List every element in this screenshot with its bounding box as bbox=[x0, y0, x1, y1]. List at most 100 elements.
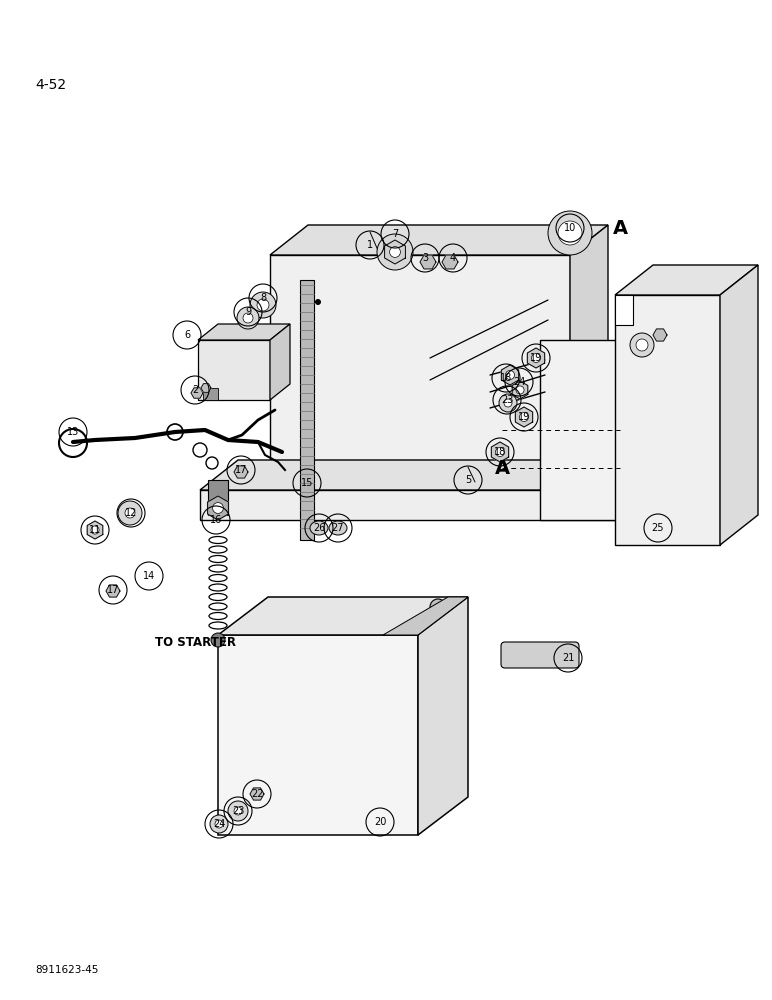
Bar bbox=[203, 388, 218, 400]
Text: 6: 6 bbox=[184, 330, 190, 340]
Text: 23: 23 bbox=[232, 806, 244, 816]
Circle shape bbox=[430, 599, 446, 615]
Text: 24: 24 bbox=[213, 819, 225, 829]
Text: 8: 8 bbox=[260, 293, 266, 303]
Circle shape bbox=[377, 234, 413, 270]
Text: 10: 10 bbox=[564, 223, 576, 233]
Polygon shape bbox=[250, 788, 264, 800]
Circle shape bbox=[630, 333, 654, 357]
Polygon shape bbox=[615, 295, 720, 545]
Text: 19: 19 bbox=[530, 353, 542, 363]
Text: 4-52: 4-52 bbox=[35, 78, 66, 92]
Circle shape bbox=[91, 526, 99, 534]
Polygon shape bbox=[615, 265, 758, 295]
Polygon shape bbox=[200, 460, 718, 490]
Circle shape bbox=[125, 508, 135, 518]
Text: 1: 1 bbox=[367, 240, 373, 250]
Circle shape bbox=[210, 815, 228, 833]
Text: 18: 18 bbox=[494, 447, 506, 457]
Circle shape bbox=[250, 292, 276, 318]
Text: 17: 17 bbox=[107, 585, 119, 595]
Polygon shape bbox=[653, 329, 667, 341]
Text: 26: 26 bbox=[313, 523, 325, 533]
Polygon shape bbox=[106, 585, 120, 597]
Polygon shape bbox=[615, 295, 633, 325]
Polygon shape bbox=[420, 255, 436, 269]
Polygon shape bbox=[720, 265, 758, 545]
Text: 19: 19 bbox=[518, 412, 530, 422]
Text: 23: 23 bbox=[501, 395, 513, 405]
Polygon shape bbox=[270, 255, 570, 490]
Text: 17: 17 bbox=[235, 465, 247, 475]
Circle shape bbox=[496, 448, 504, 456]
Polygon shape bbox=[491, 442, 509, 462]
Circle shape bbox=[212, 503, 223, 513]
Circle shape bbox=[257, 299, 269, 311]
Text: 14: 14 bbox=[143, 571, 155, 581]
Text: 18: 18 bbox=[500, 373, 512, 383]
Polygon shape bbox=[384, 240, 405, 264]
Circle shape bbox=[548, 211, 592, 255]
Text: 22: 22 bbox=[251, 789, 263, 799]
Polygon shape bbox=[512, 381, 528, 399]
Polygon shape bbox=[442, 255, 458, 269]
FancyBboxPatch shape bbox=[501, 642, 579, 668]
Bar bbox=[208, 480, 228, 515]
Polygon shape bbox=[270, 324, 290, 400]
Circle shape bbox=[243, 313, 253, 323]
Polygon shape bbox=[200, 490, 680, 520]
Text: 13: 13 bbox=[67, 427, 79, 437]
Circle shape bbox=[315, 299, 321, 305]
Polygon shape bbox=[527, 348, 545, 368]
Circle shape bbox=[504, 399, 512, 407]
Text: 4: 4 bbox=[450, 253, 456, 263]
Circle shape bbox=[499, 394, 517, 412]
Polygon shape bbox=[540, 340, 640, 520]
Polygon shape bbox=[501, 365, 519, 385]
Text: TO STARTER: TO STARTER bbox=[155, 636, 236, 648]
Polygon shape bbox=[516, 407, 533, 427]
Text: 9: 9 bbox=[245, 307, 251, 317]
Text: 11: 11 bbox=[89, 525, 101, 535]
Text: A: A bbox=[494, 458, 510, 478]
Polygon shape bbox=[201, 384, 211, 392]
Circle shape bbox=[520, 412, 529, 422]
Circle shape bbox=[558, 221, 582, 245]
Polygon shape bbox=[218, 635, 418, 835]
Polygon shape bbox=[191, 388, 203, 398]
Circle shape bbox=[390, 247, 401, 257]
Text: 15: 15 bbox=[301, 478, 313, 488]
Text: 7: 7 bbox=[392, 229, 398, 239]
Circle shape bbox=[385, 242, 405, 262]
Polygon shape bbox=[570, 225, 608, 490]
Text: 5: 5 bbox=[465, 475, 471, 485]
Text: 2: 2 bbox=[192, 385, 198, 395]
Polygon shape bbox=[198, 324, 290, 340]
Polygon shape bbox=[208, 496, 229, 520]
Circle shape bbox=[636, 339, 648, 351]
Polygon shape bbox=[383, 597, 468, 635]
Text: 27: 27 bbox=[332, 523, 344, 533]
Text: 21: 21 bbox=[562, 653, 574, 663]
Polygon shape bbox=[198, 340, 270, 400]
Circle shape bbox=[228, 801, 248, 821]
Text: A: A bbox=[612, 219, 628, 237]
Text: 12: 12 bbox=[125, 508, 137, 518]
Text: 24: 24 bbox=[513, 377, 525, 387]
Polygon shape bbox=[270, 225, 608, 255]
Text: 25: 25 bbox=[652, 523, 664, 533]
Polygon shape bbox=[218, 597, 468, 635]
Circle shape bbox=[506, 370, 514, 379]
Ellipse shape bbox=[310, 521, 328, 535]
Circle shape bbox=[211, 633, 225, 647]
Circle shape bbox=[234, 807, 242, 815]
Polygon shape bbox=[234, 466, 248, 478]
Ellipse shape bbox=[329, 521, 347, 535]
Circle shape bbox=[516, 386, 524, 394]
Text: 8911623-45: 8911623-45 bbox=[35, 965, 98, 975]
Bar bbox=[300, 280, 314, 540]
Polygon shape bbox=[87, 521, 103, 539]
Circle shape bbox=[531, 354, 540, 362]
Circle shape bbox=[215, 820, 223, 828]
Text: 3: 3 bbox=[422, 253, 428, 263]
